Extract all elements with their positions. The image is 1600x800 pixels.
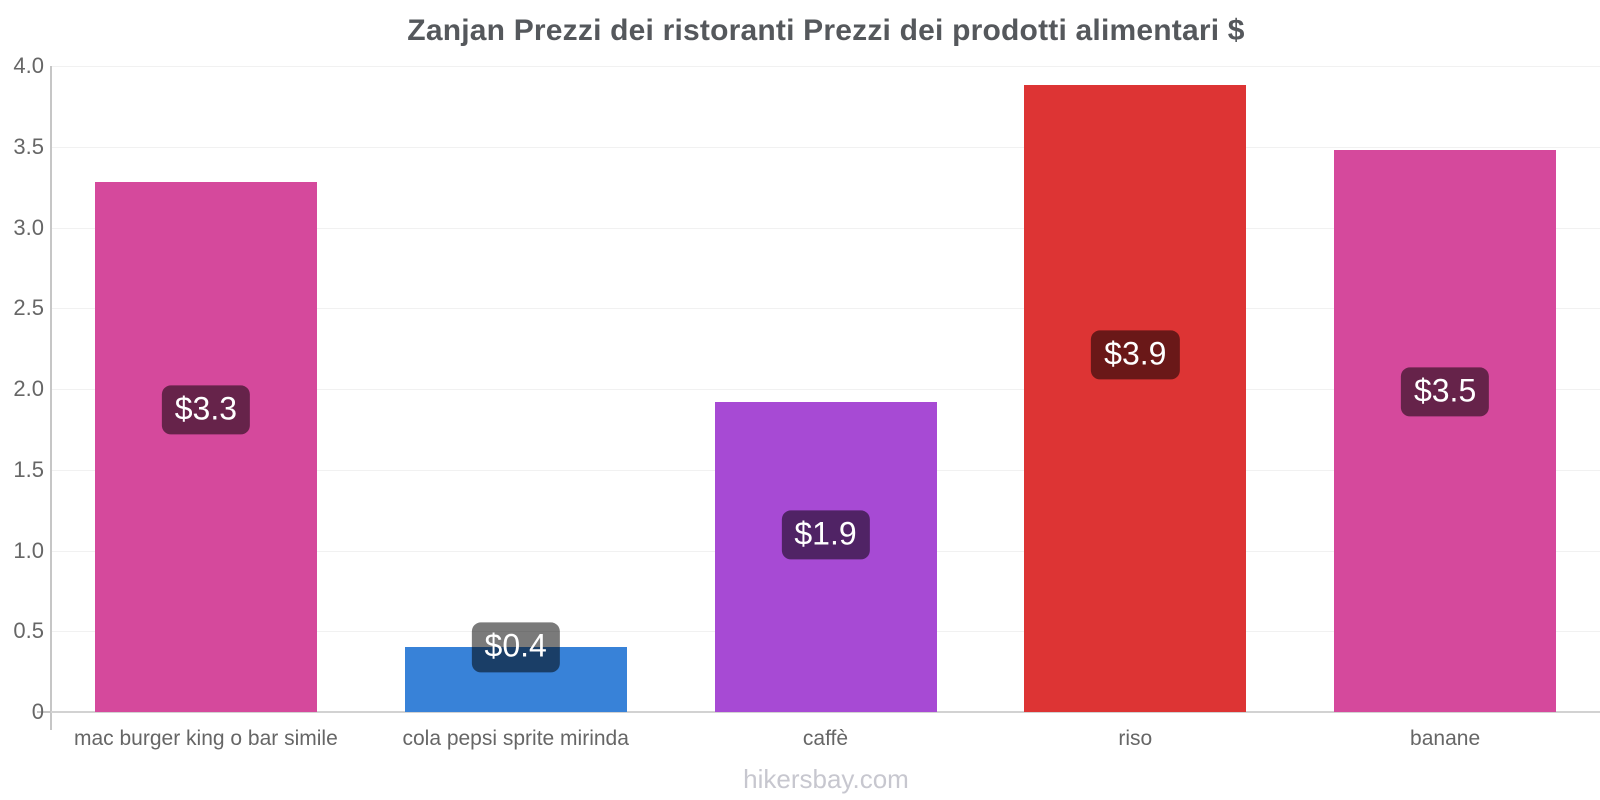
- bar-banane[interactable]: [1334, 149, 1557, 712]
- y-tick-label-4.0: 4.0: [13, 53, 44, 78]
- x-axis-label-caffè: caffè: [802, 727, 849, 750]
- y-tick-label-1.5: 1.5: [13, 456, 44, 482]
- x-axis-label-mac-burger-king-o-bar-simile: mac burger king o bar simile: [74, 727, 338, 750]
- gridline-3: [51, 227, 1600, 229]
- x-axis-label-banane: banane: [1410, 727, 1481, 750]
- bar-value-badge: $1.9: [781, 510, 870, 560]
- gridline-3.5: [51, 146, 1600, 148]
- y-tick-label-0.5: 0.5: [13, 618, 44, 644]
- gridline-2: [51, 389, 1600, 390]
- bar-value-badge: $0.4: [471, 622, 560, 672]
- y-tick-label-3.0: 3.0: [13, 214, 44, 240]
- x-axis-label-riso: riso: [1118, 727, 1153, 750]
- bar-value-badge: $3.9: [1091, 330, 1180, 380]
- bar-value-badge: $3.3: [161, 385, 251, 435]
- y-axis-line: [50, 66, 52, 730]
- y-tick-label-3.5: 3.5: [13, 133, 44, 159]
- y-tick-label-2.0: 2.0: [13, 376, 44, 401]
- bar-mac-burger-king-o-bar-simile[interactable]: [94, 182, 317, 712]
- bar-value-badge: $3.5: [1400, 367, 1490, 417]
- bar-riso[interactable]: [1024, 85, 1247, 712]
- gridline-4: [51, 66, 1600, 67]
- chart-title: Zanjan Prezzi dei ristoranti Prezzi dei …: [407, 14, 1245, 47]
- y-tick-label-1.0: 1.0: [13, 537, 44, 563]
- x-axis-label-cola-pepsi-sprite-mirinda: cola pepsi sprite mirinda: [402, 727, 629, 750]
- y-axis-zero-tick: [37, 711, 51, 713]
- gridline-2.5: [51, 308, 1600, 310]
- y-tick-label-2.5: 2.5: [13, 295, 44, 321]
- watermark-text: hikersbay.com: [743, 764, 909, 794]
- y-tick-label-0: 0: [31, 699, 44, 724]
- x-axis-line: [51, 711, 1600, 713]
